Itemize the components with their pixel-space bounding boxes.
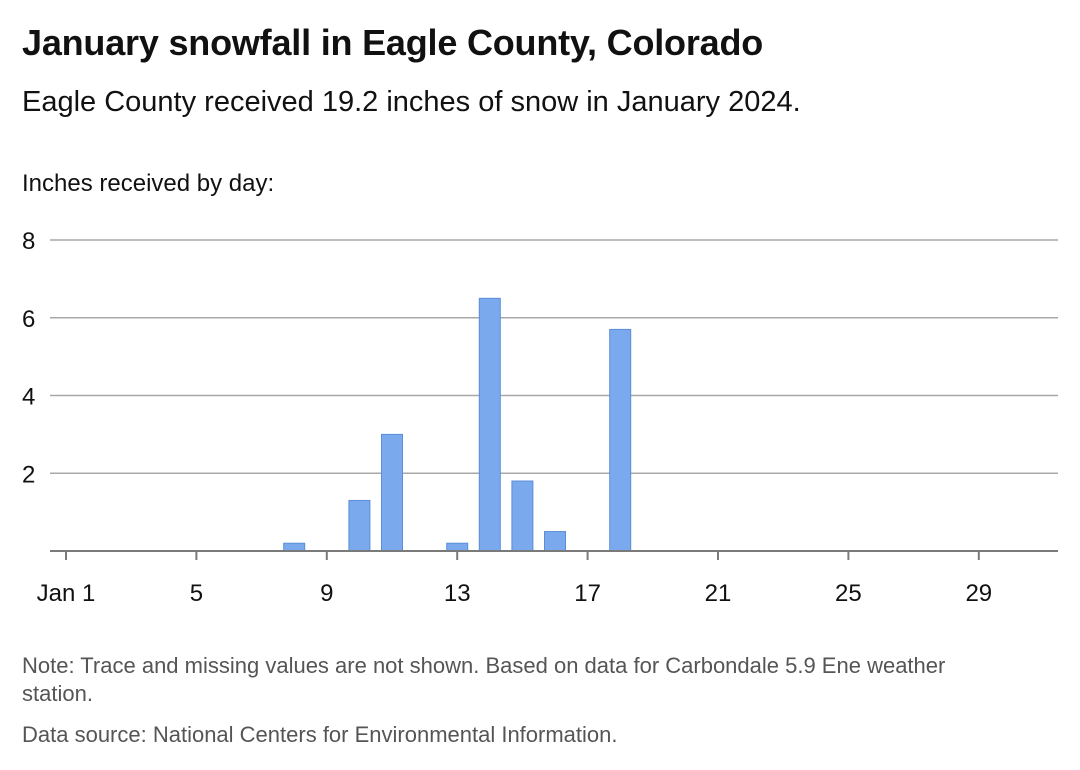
x-tick-label: 21 xyxy=(705,580,732,607)
y-tick-label: 6 xyxy=(22,306,35,333)
bar-day-11 xyxy=(381,433,403,552)
snowfall-bar-chart: 2 4 6 8 Jan 1 5 9 13 17 21 25 29 xyxy=(22,228,1058,607)
bar-day-16 xyxy=(544,531,566,552)
x-tick-label: 5 xyxy=(190,580,203,607)
chart-note: Note: Trace and missing values are not s… xyxy=(22,653,946,706)
x-tick-label: 25 xyxy=(835,580,862,607)
data-source: Data source: National Centers for Enviro… xyxy=(22,722,618,747)
chart-subtitle: Eagle County received 19.2 inches of sno… xyxy=(22,86,801,118)
x-tick-label: 13 xyxy=(444,580,471,607)
x-axis: Jan 1 5 9 13 17 21 25 29 xyxy=(37,550,1058,607)
x-tick-label: Jan 1 xyxy=(37,580,96,607)
y-tick-label: 8 xyxy=(22,228,35,255)
y-axis-label: Inches received by day: xyxy=(22,170,275,197)
bar-day-18 xyxy=(609,328,632,552)
y-tick-label: 2 xyxy=(22,461,35,488)
bar-day-15 xyxy=(511,480,534,552)
bar-day-10 xyxy=(348,499,371,552)
y-tick-label: 4 xyxy=(22,384,35,411)
bars-layer xyxy=(283,297,632,552)
chart-title: January snowfall in Eagle County, Colora… xyxy=(22,22,764,63)
bar-day-13 xyxy=(446,542,469,552)
x-tick-label: 9 xyxy=(320,580,333,607)
x-tick-label: 29 xyxy=(965,580,992,607)
x-tick-label: 17 xyxy=(574,580,601,607)
grid-layer: 2 4 6 8 xyxy=(22,228,1058,488)
bar-day-14 xyxy=(478,297,501,552)
bar-day-8 xyxy=(283,542,306,552)
